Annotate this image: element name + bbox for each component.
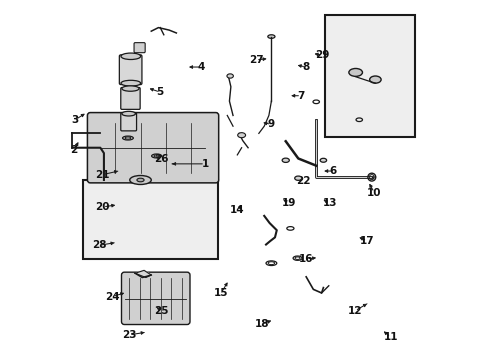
FancyBboxPatch shape [87, 113, 218, 183]
Ellipse shape [282, 158, 289, 162]
Ellipse shape [320, 158, 326, 162]
Ellipse shape [122, 111, 135, 116]
FancyBboxPatch shape [121, 113, 136, 131]
Ellipse shape [369, 76, 380, 83]
Text: 8: 8 [302, 62, 309, 72]
Text: 1: 1 [201, 159, 208, 169]
Text: 29: 29 [315, 50, 329, 60]
Ellipse shape [122, 86, 139, 91]
Text: 19: 19 [282, 198, 296, 208]
Ellipse shape [129, 176, 151, 184]
Text: 4: 4 [197, 62, 205, 72]
Ellipse shape [237, 133, 245, 138]
Text: 3: 3 [71, 115, 79, 125]
Text: 28: 28 [92, 240, 106, 250]
Text: 13: 13 [322, 198, 336, 208]
Text: 23: 23 [122, 330, 136, 340]
FancyBboxPatch shape [134, 42, 145, 53]
Text: 26: 26 [154, 154, 168, 164]
Ellipse shape [267, 35, 274, 39]
Text: 17: 17 [359, 236, 374, 246]
FancyBboxPatch shape [119, 55, 142, 85]
Ellipse shape [226, 74, 233, 78]
Text: 21: 21 [95, 170, 110, 180]
Text: 12: 12 [347, 306, 362, 316]
Text: 11: 11 [383, 332, 397, 342]
Ellipse shape [121, 80, 141, 86]
Text: 22: 22 [296, 176, 310, 186]
Ellipse shape [121, 53, 141, 59]
Ellipse shape [137, 178, 144, 182]
Text: 27: 27 [248, 55, 263, 65]
Text: 10: 10 [366, 188, 381, 198]
Text: 6: 6 [329, 166, 336, 176]
Text: 25: 25 [154, 306, 168, 316]
Ellipse shape [348, 68, 362, 76]
Text: 5: 5 [156, 87, 163, 97]
Text: 15: 15 [214, 288, 228, 298]
Polygon shape [135, 270, 151, 278]
Text: 18: 18 [254, 319, 268, 329]
Text: 16: 16 [298, 254, 313, 264]
Ellipse shape [294, 176, 301, 180]
Text: 2: 2 [70, 144, 78, 154]
FancyBboxPatch shape [121, 87, 140, 109]
Text: 7: 7 [297, 91, 304, 101]
Text: 9: 9 [267, 120, 274, 129]
Text: 24: 24 [105, 292, 120, 302]
Text: 14: 14 [229, 206, 244, 216]
Text: 20: 20 [95, 202, 110, 212]
Bar [83, 180, 217, 259]
Bar [325, 15, 414, 137]
FancyBboxPatch shape [121, 272, 190, 324]
